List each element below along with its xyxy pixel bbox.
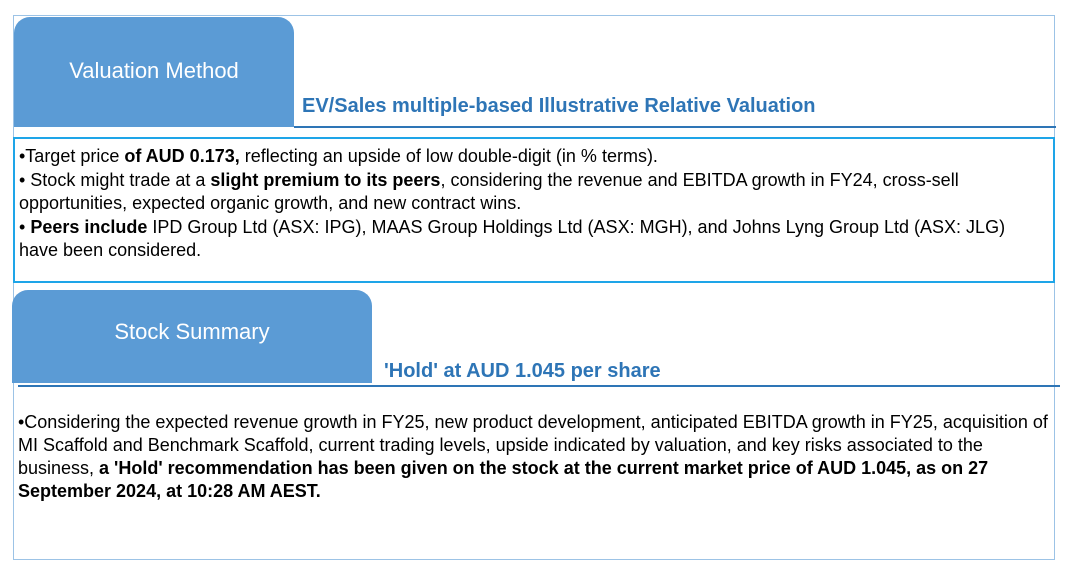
valuation-method-label: Valuation Method — [69, 58, 239, 83]
valuation-divider — [294, 126, 1056, 128]
outer-frame — [13, 15, 1055, 560]
bullet-premium: • Stock might trade at a slight premium … — [19, 170, 959, 213]
summary-divider — [18, 385, 1060, 387]
valuation-bullets: •Target price of AUD 0.173, reflecting a… — [13, 137, 1055, 283]
valuation-method-tab: Valuation Method — [14, 17, 294, 127]
summary-subtitle: 'Hold' at AUD 1.045 per share — [384, 360, 661, 382]
stock-summary-label: Stock Summary — [114, 318, 270, 344]
bullet-target-price: •Target price of AUD 0.173, reflecting a… — [19, 146, 658, 166]
summary-text: •Considering the expected revenue growth… — [18, 412, 1048, 501]
valuation-subtitle: EV/Sales multiple-based Illustrative Rel… — [302, 95, 816, 117]
stock-summary-tab: Stock Summary — [12, 290, 372, 383]
bullet-peers: • Peers include IPD Group Ltd (ASX: IPG)… — [19, 217, 1006, 260]
